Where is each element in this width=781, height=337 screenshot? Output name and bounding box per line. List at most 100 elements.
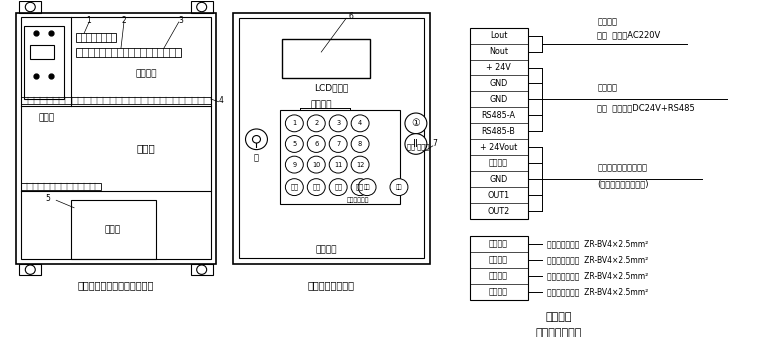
Text: 设置: 设置 — [334, 184, 342, 190]
Text: 7: 7 — [336, 141, 341, 147]
Text: Lout: Lout — [490, 31, 508, 40]
Circle shape — [285, 135, 303, 152]
Text: 10: 10 — [312, 162, 320, 167]
Text: 窗号选择: 窗号选择 — [311, 100, 332, 109]
Text: 引至天窗: 引至天窗 — [597, 18, 617, 27]
Text: 钢管  主回路AC220V: 钢管 主回路AC220V — [597, 31, 661, 40]
Bar — [20, 1, 41, 13]
Text: 引至消防输入输出模块: 引至消防输入输出模块 — [597, 163, 647, 173]
Text: 控制箱安装及内部元件布置图: 控制箱安装及内部元件布置图 — [78, 280, 154, 290]
Circle shape — [358, 179, 376, 195]
Circle shape — [25, 2, 35, 12]
Text: 接线端子: 接线端子 — [545, 312, 572, 321]
Circle shape — [351, 156, 369, 173]
Text: OUT1: OUT1 — [487, 191, 510, 200]
Bar — [21, 183, 101, 190]
Text: 温度检测: 温度检测 — [489, 239, 508, 248]
Text: 2: 2 — [314, 120, 319, 126]
Bar — [76, 48, 180, 57]
Text: 引至温度传感器  ZR-BV4×2.5mm²: 引至温度传感器 ZR-BV4×2.5mm² — [547, 239, 649, 248]
Circle shape — [351, 179, 369, 195]
Text: RS485-B: RS485-B — [482, 127, 515, 136]
Text: 操作键盘: 操作键盘 — [316, 245, 337, 254]
Circle shape — [197, 265, 207, 274]
Text: 5: 5 — [46, 194, 51, 203]
Circle shape — [330, 135, 348, 152]
Text: RS485-A: RS485-A — [482, 111, 515, 120]
Text: 控制箱面板布置图: 控制箱面板布置图 — [308, 280, 355, 290]
Text: 主控板: 主控板 — [137, 144, 155, 154]
Text: 风压检测: 风压检测 — [489, 287, 508, 296]
Circle shape — [307, 156, 325, 173]
Circle shape — [252, 135, 261, 143]
Circle shape — [307, 115, 325, 132]
Text: 1: 1 — [292, 120, 297, 126]
Bar — [71, 200, 156, 259]
Circle shape — [351, 135, 369, 152]
Text: 关窗: 关窗 — [396, 184, 402, 190]
Text: 7: 7 — [433, 140, 437, 149]
Text: Ⅱ: Ⅱ — [413, 139, 419, 149]
Text: 断路器: 断路器 — [38, 113, 55, 122]
Text: 6: 6 — [314, 141, 319, 147]
Circle shape — [405, 113, 427, 134]
Text: 4: 4 — [218, 96, 223, 105]
Text: 6: 6 — [348, 12, 354, 21]
Bar — [469, 28, 527, 219]
Bar — [30, 44, 54, 59]
Text: 2: 2 — [122, 16, 127, 25]
Text: 8: 8 — [358, 141, 362, 147]
Bar — [24, 26, 64, 99]
Bar — [16, 13, 216, 264]
Text: 12: 12 — [356, 162, 364, 167]
Text: 5: 5 — [292, 141, 297, 147]
Circle shape — [405, 134, 427, 154]
Text: 9: 9 — [292, 162, 297, 167]
Text: ①: ① — [412, 118, 420, 128]
Circle shape — [285, 115, 303, 132]
Circle shape — [330, 115, 348, 132]
Text: 引至风压传感器  ZR-BV4×2.5mm²: 引至风压传感器 ZR-BV4×2.5mm² — [547, 287, 649, 296]
Text: 电器设备材料表: 电器设备材料表 — [535, 329, 582, 337]
Bar — [76, 33, 116, 42]
Text: 引至天窗: 引至天窗 — [597, 84, 617, 93]
Text: 引至雨雪传感器  ZR-BV4×2.5mm²: 引至雨雪传感器 ZR-BV4×2.5mm² — [547, 255, 649, 264]
Text: OUT2: OUT2 — [487, 207, 510, 216]
Text: 接线端子: 接线端子 — [135, 69, 157, 78]
Circle shape — [25, 265, 35, 274]
Text: LCD显示屏: LCD显示屏 — [314, 83, 348, 92]
Text: 4: 4 — [358, 120, 362, 126]
Circle shape — [197, 2, 207, 12]
Text: GND: GND — [490, 175, 508, 184]
Bar — [191, 1, 212, 13]
Text: 雨雪检测: 雨雪检测 — [489, 255, 508, 264]
Bar — [238, 18, 424, 258]
Text: 启闭: 启闭 — [291, 184, 298, 190]
Circle shape — [307, 135, 325, 152]
Circle shape — [330, 156, 348, 173]
Bar — [20, 264, 41, 275]
Text: 11: 11 — [334, 162, 342, 167]
Text: 变压器: 变压器 — [105, 225, 121, 234]
Text: 烟雾检测: 烟雾检测 — [489, 271, 508, 280]
Bar — [283, 39, 370, 78]
Text: 1: 1 — [87, 16, 91, 25]
Text: GND: GND — [490, 79, 508, 88]
Bar — [21, 17, 211, 259]
Bar — [280, 110, 400, 204]
Text: 电源 锁开关: 电源 锁开关 — [407, 144, 429, 150]
Text: 确认: 确认 — [312, 184, 320, 190]
Circle shape — [390, 179, 408, 195]
Text: 锁: 锁 — [254, 154, 259, 162]
Text: GND: GND — [490, 95, 508, 104]
Bar — [191, 264, 212, 275]
Bar — [469, 236, 527, 300]
Bar — [21, 97, 211, 104]
Text: 消防紧急启动: 消防紧急启动 — [347, 197, 369, 203]
Text: 3: 3 — [336, 120, 341, 126]
Circle shape — [245, 129, 267, 150]
Circle shape — [330, 179, 348, 195]
Text: Nout: Nout — [489, 47, 508, 56]
Text: 引至烟雾传感器  ZR-BV4×2.5mm²: 引至烟雾传感器 ZR-BV4×2.5mm² — [547, 271, 649, 280]
Text: + 24Vout: + 24Vout — [480, 143, 517, 152]
